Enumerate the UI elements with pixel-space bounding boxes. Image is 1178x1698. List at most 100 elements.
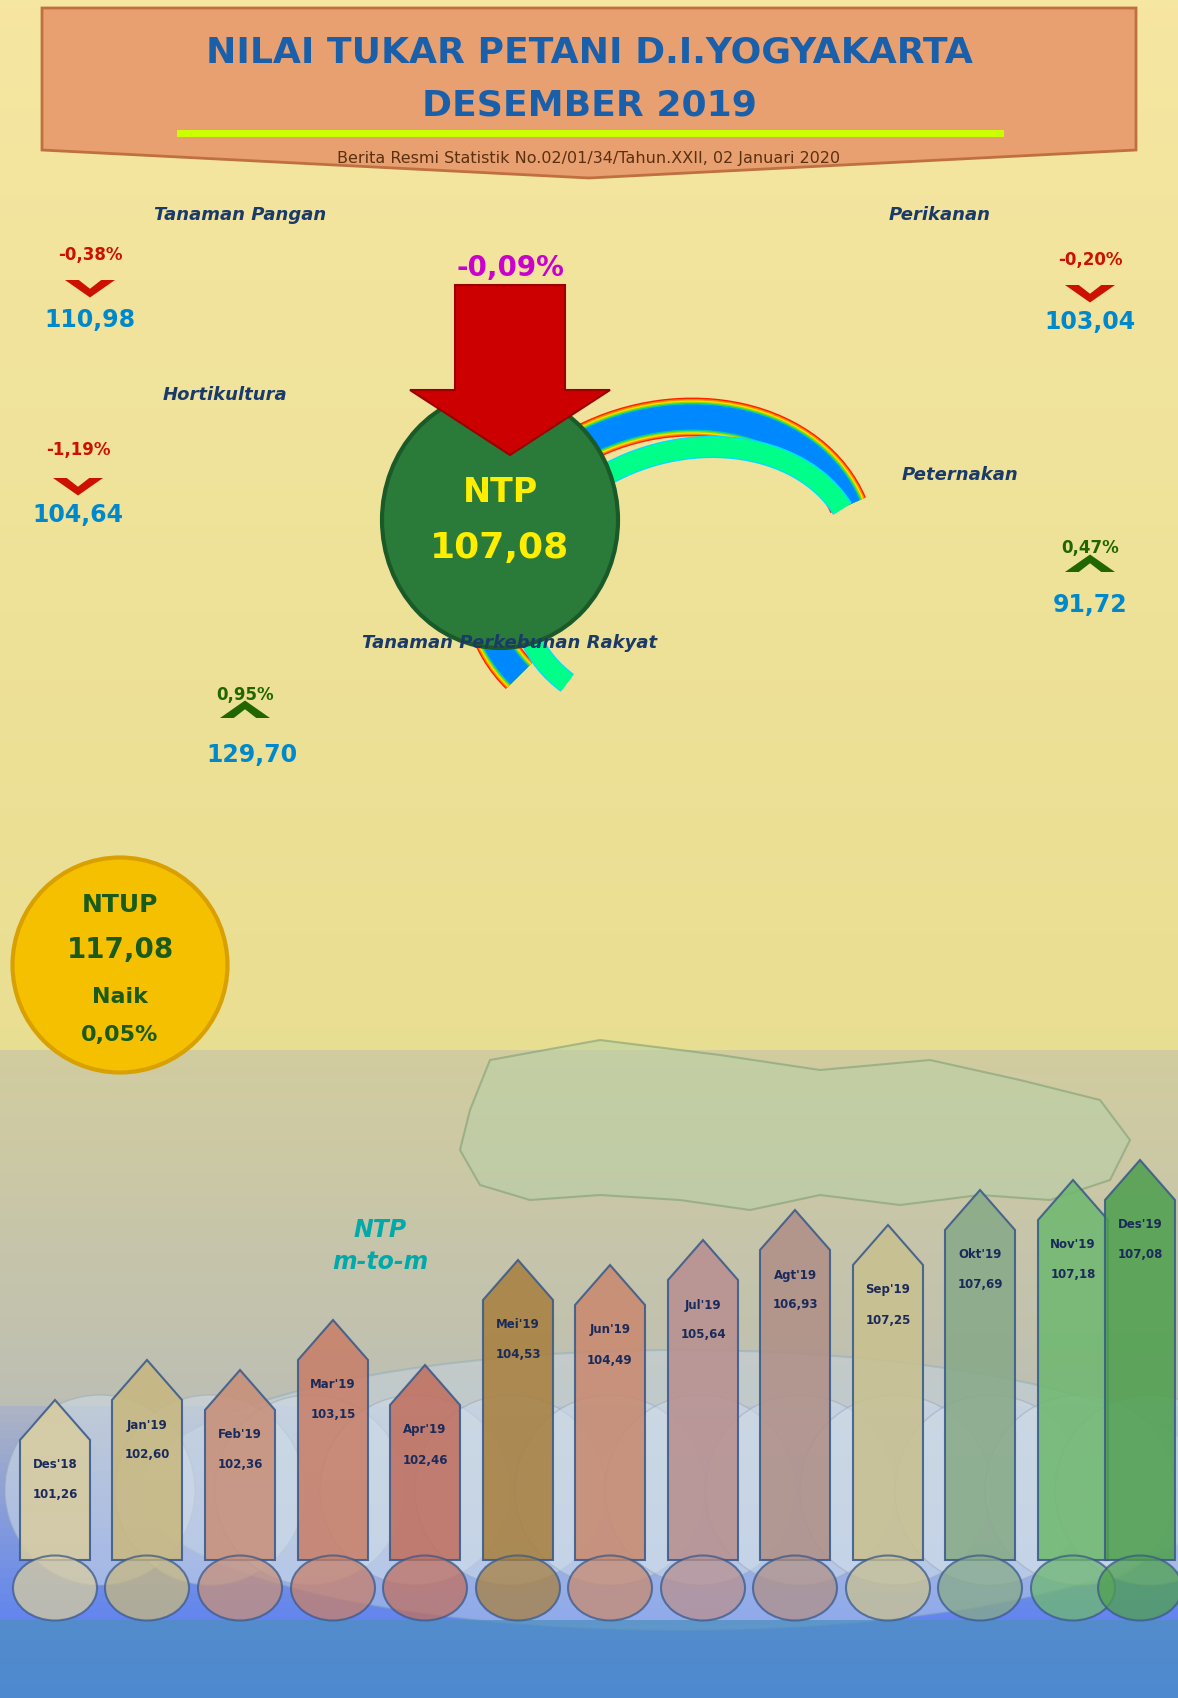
Text: 103,04: 103,04 [1045, 311, 1136, 335]
Bar [0, 679, 1178, 688]
Bar [0, 696, 1178, 705]
Bar [0, 501, 1178, 509]
Text: Okt'19: Okt'19 [959, 1248, 1001, 1262]
Bar [0, 1010, 1178, 1019]
Bar [0, 1496, 1178, 1504]
Bar [0, 1656, 1178, 1664]
Bar [0, 832, 1178, 841]
Text: Naik: Naik [92, 987, 148, 1007]
Bar [0, 1537, 1178, 1545]
Bar [0, 790, 1178, 798]
Text: Hortikultura: Hortikultura [163, 385, 287, 404]
Bar [0, 1431, 1178, 1440]
Text: Apr'19: Apr'19 [403, 1423, 446, 1437]
Text: 129,70: 129,70 [206, 744, 298, 767]
Bar [0, 1148, 1178, 1156]
Text: 104,53: 104,53 [495, 1348, 541, 1362]
Bar [0, 1588, 1178, 1596]
Bar [0, 1384, 1178, 1392]
Bar [0, 1560, 1178, 1569]
Bar [0, 280, 1178, 289]
Circle shape [985, 1396, 1174, 1584]
Bar [0, 1397, 1178, 1408]
Text: 101,26: 101,26 [32, 1489, 78, 1501]
Bar [0, 119, 1178, 127]
Bar [0, 1277, 1178, 1285]
Polygon shape [205, 1370, 274, 1560]
Ellipse shape [140, 1350, 1178, 1630]
Bar [0, 1674, 1178, 1683]
Bar [0, 1593, 1178, 1601]
Bar [0, 1333, 1178, 1343]
Bar [0, 560, 1178, 569]
Bar [0, 1584, 1178, 1594]
Ellipse shape [753, 1555, 838, 1620]
Ellipse shape [383, 1555, 466, 1620]
Ellipse shape [382, 392, 618, 649]
Ellipse shape [476, 1555, 560, 1620]
Bar [0, 1455, 1178, 1464]
Circle shape [5, 1396, 196, 1584]
Bar [0, 1616, 1178, 1627]
Bar [0, 1099, 1178, 1107]
Bar [0, 1452, 1178, 1460]
Bar [0, 603, 1178, 611]
Bar [0, 1341, 1178, 1350]
Bar [0, 1639, 1178, 1647]
Bar [0, 1212, 1178, 1221]
Bar [0, 1163, 1178, 1172]
Bar [0, 1036, 1178, 1044]
Text: NTP: NTP [353, 1217, 406, 1241]
Bar [0, 1180, 1178, 1189]
Bar [0, 433, 1178, 441]
Polygon shape [668, 1240, 737, 1560]
Bar [0, 1301, 1178, 1311]
Bar [0, 1268, 1178, 1279]
Text: 105,64: 105,64 [680, 1328, 726, 1341]
Bar [0, 1129, 1178, 1138]
Ellipse shape [13, 857, 227, 1073]
Bar [0, 416, 1178, 424]
Bar [0, 1221, 1178, 1229]
Text: 110,98: 110,98 [45, 307, 135, 333]
Bar [0, 1642, 1178, 1650]
Bar [0, 773, 1178, 781]
Text: 104,64: 104,64 [33, 503, 124, 526]
Bar [0, 1307, 1178, 1316]
Bar [0, 764, 1178, 773]
Circle shape [605, 1396, 795, 1584]
Bar [0, 1090, 1178, 1100]
Bar [0, 1423, 1178, 1431]
Ellipse shape [291, 1555, 375, 1620]
Text: -0,38%: -0,38% [58, 246, 123, 263]
Bar [0, 450, 1178, 458]
Bar [0, 662, 1178, 671]
Bar [0, 1341, 1178, 1350]
Bar [0, 1121, 1178, 1129]
Bar [0, 441, 1178, 450]
Bar [0, 509, 1178, 518]
Ellipse shape [938, 1555, 1023, 1620]
Bar [0, 1104, 1178, 1112]
Polygon shape [42, 8, 1136, 178]
Bar [0, 136, 1178, 144]
Bar [0, 781, 1178, 790]
Bar [0, 1309, 1178, 1318]
Bar [0, 841, 1178, 849]
Bar [0, 891, 1178, 900]
Circle shape [704, 1396, 895, 1584]
Text: 107,25: 107,25 [866, 1314, 911, 1326]
Bar [0, 1292, 1178, 1302]
Bar [0, 637, 1178, 645]
Bar [0, 204, 1178, 212]
Bar [0, 1260, 1178, 1270]
Bar [0, 1503, 1178, 1511]
Bar [0, 705, 1178, 713]
Bar [0, 824, 1178, 832]
Bar [0, 391, 1178, 399]
Polygon shape [575, 1265, 646, 1560]
Text: NTUP: NTUP [81, 893, 158, 917]
Text: -0,09%: -0,09% [456, 255, 564, 282]
Text: m-to-m: m-to-m [332, 1250, 428, 1274]
Ellipse shape [105, 1555, 188, 1620]
